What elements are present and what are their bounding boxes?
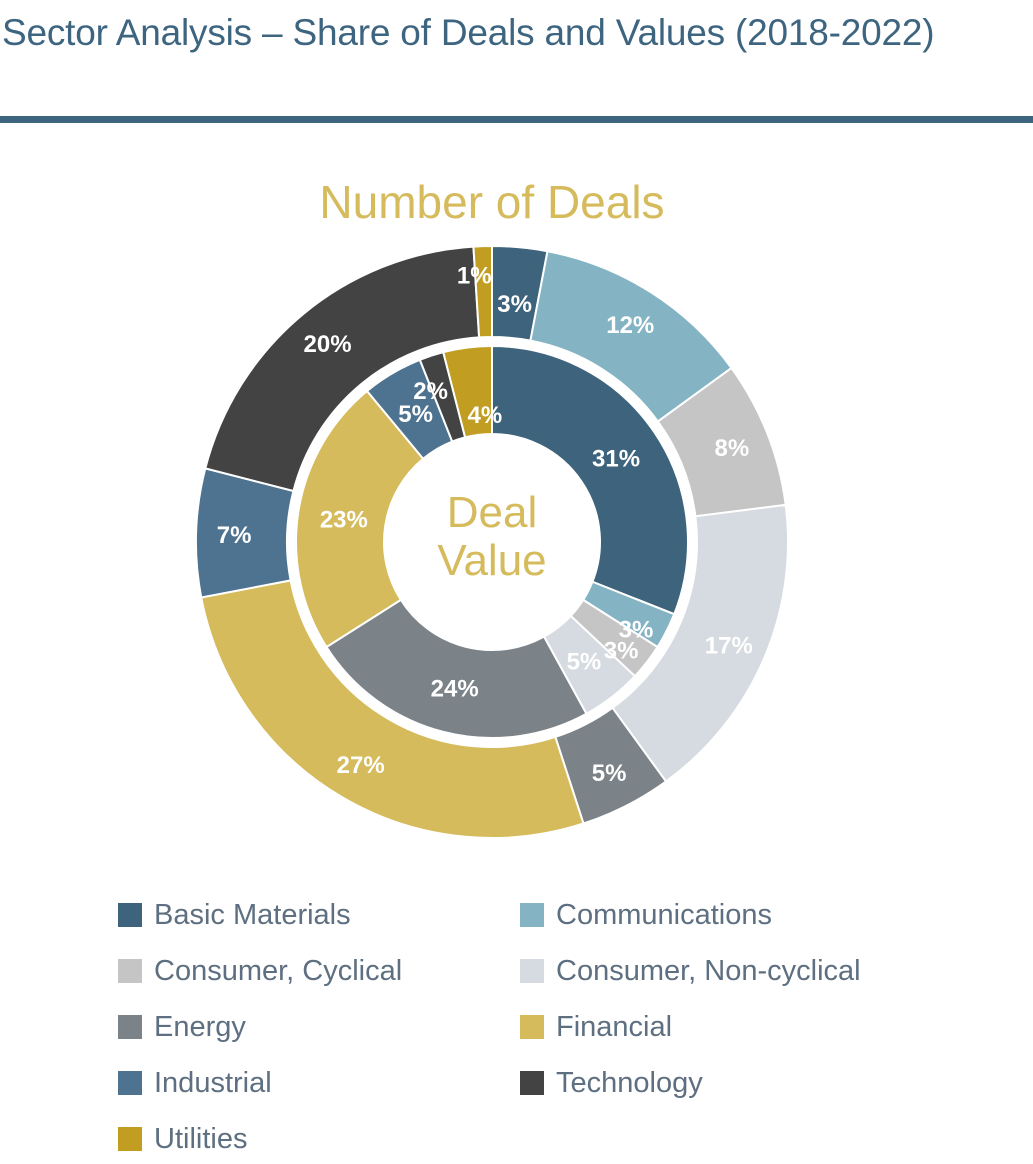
legend-swatch [520, 1015, 544, 1039]
legend-label: Financial [556, 1010, 673, 1043]
legend-label: Communications [556, 898, 772, 931]
value-slice-energy [325, 598, 588, 739]
legend-swatch [118, 1071, 142, 1095]
deals-slice-utilities [472, 244, 493, 339]
legend-label: Utilities [154, 1122, 248, 1155]
legend-item-technology: Technology [520, 1066, 980, 1100]
deals-label-communications: 12% [606, 312, 654, 339]
nested-donut-chart: Number of Deals 3% 12% 8% 17% 5% 27% 7% 20% 1% 31… [195, 176, 789, 839]
legend-swatch [118, 959, 142, 983]
center-title-line-2: Value [437, 536, 546, 585]
legend-item-utilities: Utilities [118, 1122, 520, 1156]
legend-swatch [520, 959, 544, 983]
legend-item-financial: Financial [520, 1010, 980, 1044]
legend-item-basic-materials: Basic Materials [118, 898, 520, 932]
center-title-line-1: Deal [447, 488, 538, 537]
slice-labels: 3%12%8%17%5%27%7%20%1%31%3%3%5%24%23%5%2… [217, 263, 753, 787]
legend-label: Energy [154, 1010, 246, 1043]
legend-label: Basic Materials [154, 898, 351, 931]
value-slice-basic-materials [491, 344, 689, 616]
legend-item-consumer-cyclical: Consumer, Cyclical [118, 954, 520, 988]
deals-label-technology: 20% [304, 331, 352, 358]
deals-label-consumer-non-cyclical: 17% [705, 632, 753, 659]
value-label-consumer-non-cyclical: 5% [567, 649, 602, 676]
value-label-communications: 3% [619, 617, 654, 644]
value-slice-financial [295, 389, 425, 649]
legend-swatch [118, 1127, 142, 1151]
deals-label-energy: 5% [592, 760, 627, 787]
deals-label-utilities: 1% [457, 263, 492, 290]
legend: Basic Materials Communications Consumer, C… [118, 898, 998, 1156]
legend-item-communications: Communications [520, 898, 980, 932]
outer-ring-title: Number of Deals [319, 176, 664, 228]
legend-label: Technology [556, 1066, 703, 1099]
value-slice-utilities [442, 344, 493, 439]
value-label-financial: 23% [320, 507, 368, 534]
outer-ring-deals [195, 244, 789, 839]
value-label-technology: 2% [413, 378, 448, 405]
deals-label-industrial: 7% [217, 522, 252, 549]
deals-label-basic-materials: 3% [497, 291, 532, 318]
legend-swatch [520, 1071, 544, 1095]
legend-swatch [118, 1015, 142, 1039]
title-rule [0, 116, 1033, 123]
deals-slice-financial [200, 579, 585, 839]
value-label-basic-materials: 31% [592, 446, 640, 473]
deals-label-financial: 27% [337, 752, 385, 779]
legend-item-industrial: Industrial [118, 1066, 520, 1100]
legend-item-consumer-non-cyclical: Consumer, Non-cyclical [520, 954, 980, 988]
legend-label: Consumer, Cyclical [154, 954, 403, 987]
page-title: Sector Analysis – Share of Deals and Val… [2, 12, 935, 53]
deals-label-consumer-cyclical: 8% [715, 435, 750, 462]
value-label-energy: 24% [431, 675, 479, 702]
legend-item-energy: Energy [118, 1010, 520, 1044]
legend-swatch [520, 903, 544, 927]
legend-label: Consumer, Non-cyclical [556, 954, 861, 987]
value-label-consumer-cyclical: 3% [604, 638, 639, 665]
value-label-utilities: 4% [468, 402, 503, 429]
value-label-industrial: 5% [398, 401, 433, 428]
legend-swatch [118, 903, 142, 927]
legend-label: Industrial [154, 1066, 272, 1099]
inner-ring-value [295, 344, 689, 739]
